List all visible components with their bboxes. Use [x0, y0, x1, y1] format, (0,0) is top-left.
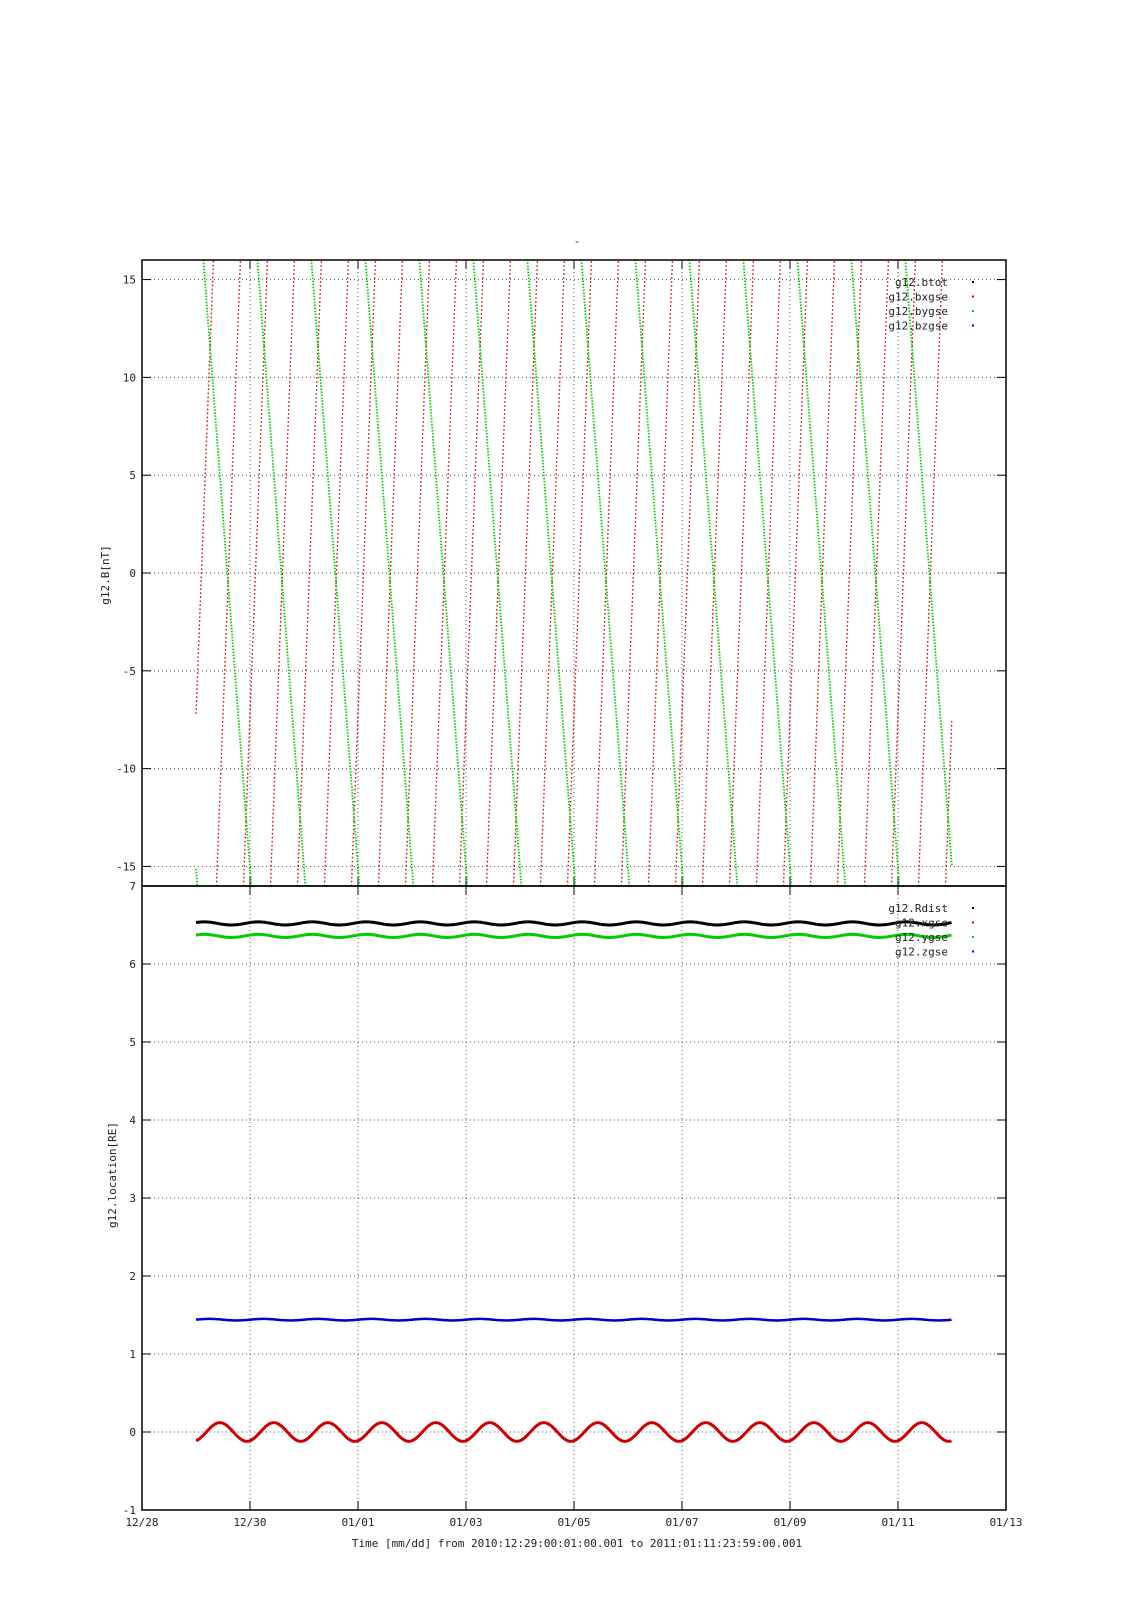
legend-swatch — [972, 936, 974, 938]
legend-entry: g12.zgse — [895, 946, 948, 959]
chart-title: - — [574, 235, 581, 248]
y-tick-label: -5 — [123, 665, 136, 678]
y-tick-label: -15 — [116, 860, 136, 873]
y-axis-label-location: g12.location[RE] — [106, 1122, 119, 1228]
legend-entry: g12.bxgse — [888, 291, 948, 304]
y-tick-label: 4 — [129, 1114, 136, 1127]
x-tick-label: 01/07 — [665, 1516, 698, 1529]
y-tick-label: -10 — [116, 763, 136, 776]
y-tick-label: 10 — [123, 371, 136, 384]
y-tick-label: 5 — [129, 469, 136, 482]
series-line-ygse — [196, 932, 952, 939]
magnetic-field-panel: 15 10 5 0 -5 -10 -15 g12.btot g12.bxgseg12.bygse… — [116, 259, 1007, 887]
y-tick-label: 15 — [123, 274, 136, 287]
y-tick-label: 5 — [129, 1036, 136, 1049]
series-line-bygse — [195, 260, 953, 886]
legend-entry: g12.xgse — [895, 917, 948, 930]
legend-entry: g12.bygse — [888, 305, 948, 318]
legend-entry: g12.btot — [895, 276, 948, 289]
plot-frame — [141, 885, 1007, 1511]
x-tick-label: 01/05 — [557, 1516, 590, 1529]
x-tick-label: 01/13 — [989, 1516, 1022, 1529]
y-axis-label-b: g12.B[nT] — [99, 545, 112, 605]
series-line-bxgse — [195, 260, 953, 886]
series-line-rdist — [195, 920, 952, 927]
legend-swatch — [972, 907, 974, 909]
x-tick-label: 01/09 — [773, 1516, 806, 1529]
legend-swatch — [972, 281, 974, 283]
legend-swatch — [972, 921, 974, 924]
legend-swatch — [972, 324, 974, 327]
legend-swatch — [972, 295, 974, 298]
series-line-zgse — [195, 1317, 952, 1322]
y-tick-label: 2 — [129, 1270, 136, 1283]
legend-entry: g12.bzgse — [888, 320, 948, 333]
legend-swatch — [972, 310, 974, 312]
y-tick-label: 3 — [129, 1192, 136, 1205]
legend-entry: g12.Rdist — [888, 902, 948, 915]
x-tick-label: 01/11 — [881, 1516, 914, 1529]
y-tick-label: 0 — [129, 1426, 136, 1439]
location-panel: 7 6 5 4 3 2 1 0 -112/28 12/30 01/01 01/03 01/05 01/07… — [123, 880, 1023, 1529]
x-axis-label-time: Time [mm/dd] from 2010:12:29:00:01:00.00… — [352, 1537, 802, 1550]
y-tick-label: 1 — [129, 1348, 136, 1361]
y-tick-label: 7 — [129, 880, 136, 893]
x-tick-label: 12/28 — [125, 1516, 158, 1529]
legend-swatch — [972, 950, 974, 953]
legend-entry: g12.ygse — [895, 931, 948, 944]
y-tick-label: 6 — [129, 958, 136, 971]
y-tick-label: 0 — [129, 567, 136, 580]
x-tick-label: 01/01 — [341, 1516, 374, 1529]
x-tick-label: 01/03 — [449, 1516, 482, 1529]
x-tick-label: 12/30 — [233, 1516, 266, 1529]
y-tick-label: -1 — [123, 1504, 136, 1517]
series-line-xgse — [195, 1421, 953, 1443]
